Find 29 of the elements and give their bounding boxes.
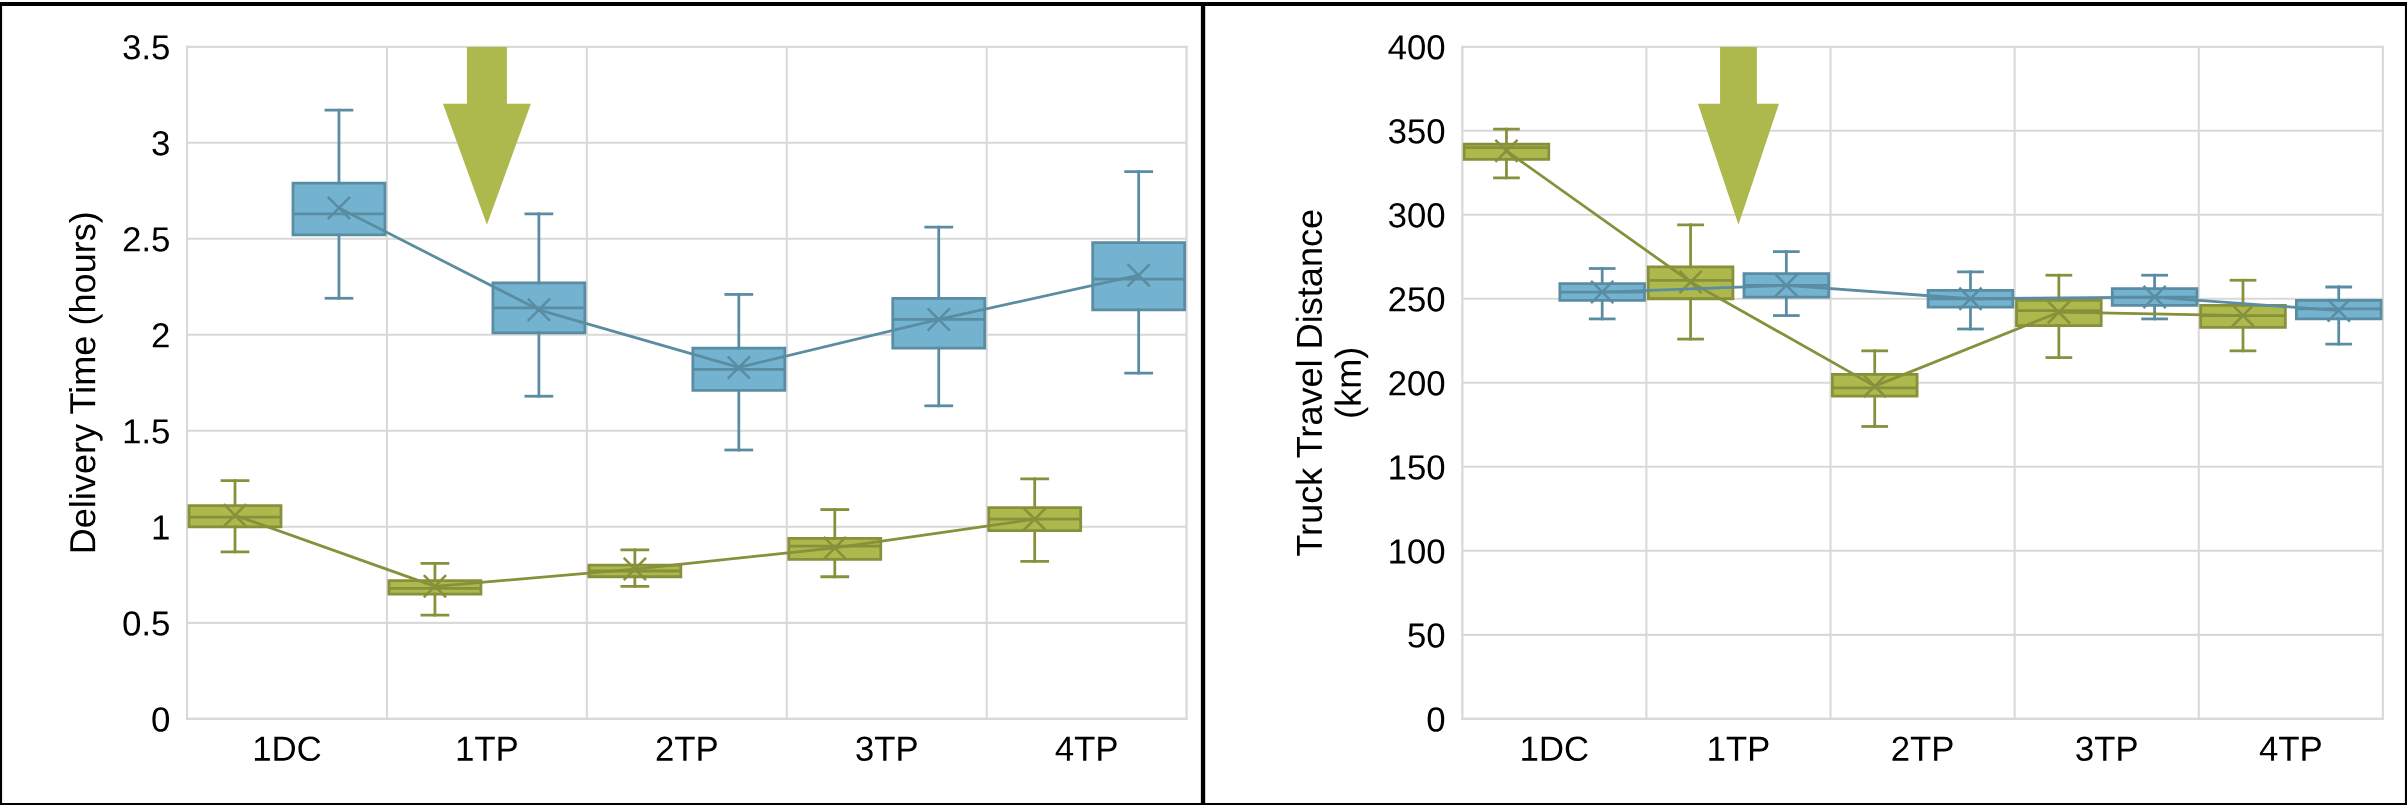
y-axis-title: Truck Travel Distance (km) xyxy=(1295,210,1369,556)
x-tick-label: 1TP xyxy=(457,736,517,761)
y-tick-label: 100 xyxy=(1390,539,1445,564)
x-tick-label: 1DC xyxy=(1522,736,1588,762)
y-tick-label: 0.5 xyxy=(123,611,169,636)
y-tick-label: 2.5 xyxy=(123,227,169,252)
y-tick-label: 300 xyxy=(1388,203,1445,228)
y-tick-label: 350 xyxy=(1388,119,1445,144)
x-tick-label: 2TP xyxy=(656,736,717,761)
x-tick-label: 4TP xyxy=(1055,736,1117,761)
x-tick-label: 2TP xyxy=(1892,736,1953,761)
x-tick-label: 1TP xyxy=(1709,736,1769,761)
y-tick-label: 0 xyxy=(152,707,169,732)
y-tick-label: 1 xyxy=(153,515,169,540)
x-tick-label: 1DC xyxy=(254,736,321,762)
y-tick-label: 50 xyxy=(1408,623,1445,648)
y-tick-label: 400 xyxy=(1388,35,1445,60)
y-tick-label: 150 xyxy=(1390,455,1445,480)
y-tick-label: 0 xyxy=(1427,707,1445,732)
x-tick-label: 3TP xyxy=(2076,736,2137,762)
x-tick-label: 3TP xyxy=(856,736,917,762)
x-tick-label: 4TP xyxy=(2259,736,2321,761)
y-tick-label: 2 xyxy=(152,323,169,348)
y-tick-label: 1.5 xyxy=(124,419,169,444)
y-tick-label: 3.5 xyxy=(123,35,169,60)
y-tick-label: 250 xyxy=(1389,287,1445,312)
y-axis-title: Delivery Time (hours) xyxy=(68,213,103,552)
y-tick-label: 3 xyxy=(152,131,169,156)
y-tick-label: 200 xyxy=(1389,371,1445,396)
